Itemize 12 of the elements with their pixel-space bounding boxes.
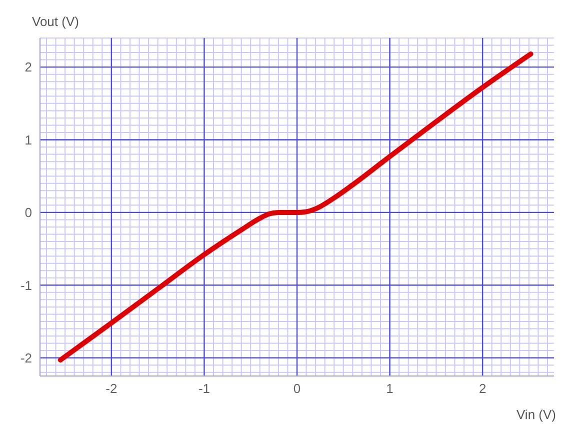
x-tick-label: 0 <box>293 381 301 396</box>
y-axis-title: Vout (V) <box>32 14 79 29</box>
y-tick-label: 2 <box>24 60 32 75</box>
y-tick-label: 1 <box>24 132 32 148</box>
y-tick-label: -2 <box>20 350 32 366</box>
x-axis-title: Vin (V) <box>516 407 556 422</box>
x-tick-label: 2 <box>478 381 486 396</box>
y-tick-label: -1 <box>20 278 32 293</box>
y-tick-label: 0 <box>24 205 32 220</box>
x-tick-label: 1 <box>386 381 394 396</box>
x-tick-label: -2 <box>106 381 118 396</box>
x-tick-label: -1 <box>198 381 210 396</box>
